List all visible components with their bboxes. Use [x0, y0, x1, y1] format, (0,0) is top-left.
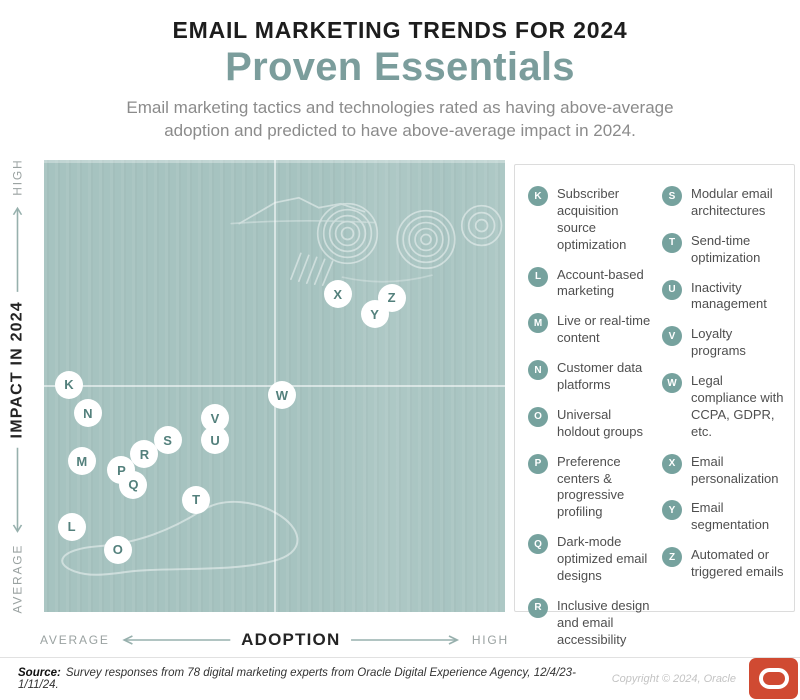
legend-label: Subscriber acquisition source optimizati… — [557, 186, 627, 252]
legend-badge: N — [528, 360, 548, 381]
legend-column: S Modular email architectures T Send-time o… — [662, 186, 788, 611]
data-point-R: R — [130, 440, 159, 469]
hand-drawn-doodles — [61, 196, 503, 576]
legend-item-N: N Customer data platforms — [528, 360, 654, 394]
legend-badge: Q — [528, 534, 548, 555]
legend-item-Y: Y Email segmentation — [662, 500, 788, 534]
legend-badge: X — [662, 453, 682, 474]
data-point-W: W — [267, 381, 296, 410]
legend-badge: T — [662, 232, 682, 253]
legend-label: Account-based marketing — [557, 266, 644, 299]
data-point-K: K — [54, 370, 83, 399]
legend-item-M: M Live or real-time content — [528, 313, 654, 347]
legend-label: Live or real-time content — [557, 313, 651, 346]
legend-badge: U — [662, 279, 682, 300]
data-point-X: X — [323, 280, 352, 309]
data-point-T: T — [182, 485, 211, 514]
oracle-o-icon — [758, 668, 789, 689]
legend-label: Preference centers & progressive profili… — [557, 453, 625, 520]
legend-item-R: R Inclusive design and email accessibilit… — [528, 597, 654, 649]
x-axis-title: ADOPTION — [241, 630, 341, 649]
page-title: EMAIL MARKETING TRENDS FOR 2024 — [172, 17, 628, 43]
y-axis-title: IMPACT IN 2024 — [8, 301, 25, 439]
legend-badge: V — [662, 326, 682, 347]
legend-item-U: U Inactivity management — [662, 279, 788, 314]
legend-label: Modular email architectures — [691, 186, 773, 218]
legend-badge: R — [528, 597, 548, 618]
data-point-O: O — [103, 535, 132, 564]
legend-label: Inactivity management — [691, 279, 767, 312]
data-point-M: M — [67, 447, 96, 476]
legend-column: K Subscriber acquisition source optimizat… — [528, 186, 654, 647]
page-subtitle: Proven Essentials — [225, 45, 575, 89]
x-axis-left-label: AVERAGE — [40, 633, 110, 647]
legend-label: Dark-mode optimized email designs — [557, 534, 648, 584]
data-point-Q: Q — [119, 470, 148, 499]
source-note: Source: Survey responses from 78 digital … — [18, 667, 612, 691]
source-label: Source: — [18, 666, 61, 679]
legend-badge: O — [528, 406, 548, 427]
legend-badge: W — [662, 373, 682, 394]
copyright-text: Copyright © 2024, Oracle — [611, 672, 736, 685]
legend-label: Automated or triggered emails — [691, 547, 784, 580]
legend-label: Email personalization — [691, 453, 779, 486]
data-point-S: S — [153, 426, 182, 455]
legend-item-Z: Z Automated or triggered emails — [662, 547, 788, 581]
y-axis: AVERAGE IMPACT IN 2024 HIGH — [0, 159, 34, 614]
legend-panel: K Subscriber acquisition source optimizat… — [514, 164, 795, 647]
legend-item-T: T Send-time optimization — [662, 232, 788, 267]
legend-badge: K — [528, 186, 548, 206]
y-axis-arrow-down-icon — [12, 446, 22, 535]
legend-label: Inclusive design and email accessibility — [557, 597, 650, 647]
legend-item-X: X Email personalization — [662, 453, 788, 488]
legend-label: Universal holdout groups — [557, 406, 644, 439]
legend-item-Q: Q Dark-mode optimized email designs — [528, 534, 654, 585]
legend-label: Send-time optimization — [691, 232, 761, 265]
legend-item-L: L Account-based marketing — [528, 266, 654, 301]
legend-badge: M — [528, 313, 548, 334]
data-point-Z: Z — [377, 283, 406, 312]
y-axis-bottom-label: AVERAGE — [10, 543, 24, 614]
legend-label: Legal compliance with CCPA, GDPR, etc. — [691, 373, 784, 439]
legend-badge: L — [528, 266, 548, 287]
swirl-icon — [290, 202, 503, 287]
legend-item-S: S Modular email architectures — [662, 186, 788, 220]
footer: Source: Survey responses from 78 digital … — [0, 657, 800, 699]
legend-item-O: O Universal holdout groups — [528, 406, 654, 441]
legend-item-V: V Loyalty programs — [662, 326, 788, 360]
data-point-V: V — [201, 404, 230, 433]
y-axis-top-label: HIGH — [10, 158, 24, 196]
x-axis-right-label: HIGH — [471, 633, 510, 647]
legend-item-K: K Subscriber acquisition source optimizat… — [528, 186, 654, 254]
x-axis: AVERAGE ADOPTION HIGH — [40, 626, 509, 654]
y-axis-arrow-up-icon — [12, 204, 22, 293]
legend-label: Loyalty programs — [691, 326, 746, 359]
x-axis-arrow-right-icon — [349, 635, 462, 645]
legend-label: Customer data platforms — [557, 360, 643, 393]
x-axis-arrow-left-icon — [119, 635, 232, 645]
legend-label: Email segmentation — [691, 500, 770, 533]
legend-item-P: P Preference centers & progressive profil… — [528, 453, 654, 522]
data-point-L: L — [57, 512, 86, 541]
page-description: Email marketing tactics and technologies… — [126, 98, 674, 140]
legend-badge: Y — [662, 500, 682, 521]
data-point-N: N — [73, 399, 102, 428]
oracle-logo-icon — [749, 658, 798, 699]
source-text: Survey responses from 78 digital marketi… — [18, 666, 576, 691]
legend-badge: P — [528, 453, 548, 474]
legend-item-W: W Legal compliance with CCPA, GDPR, etc. — [662, 373, 788, 441]
legend-badge: Z — [662, 547, 682, 568]
legend-badge: S — [662, 186, 682, 206]
